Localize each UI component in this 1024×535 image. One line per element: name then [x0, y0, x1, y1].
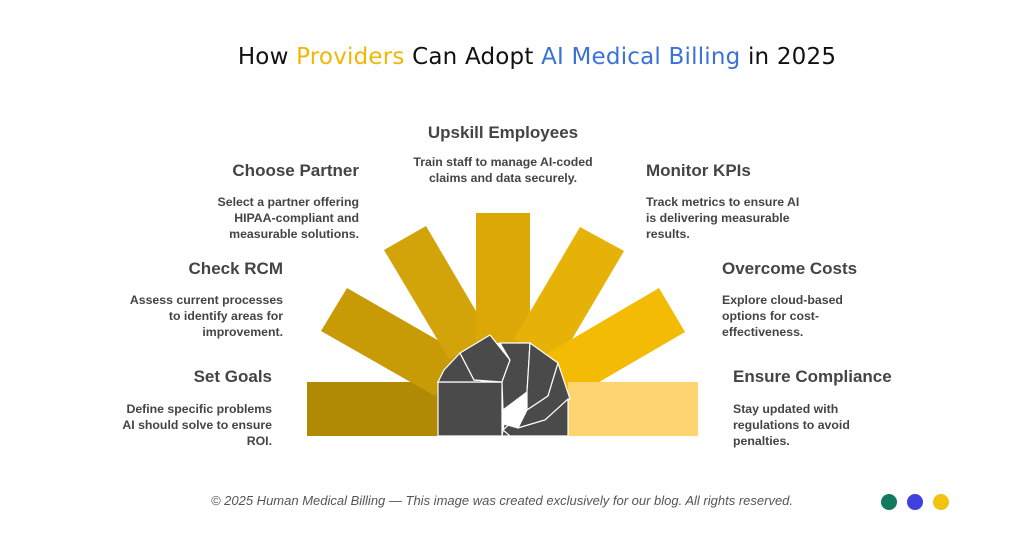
step-title-monitor-kpis: Monitor KPIs [646, 161, 751, 180]
title-highlight-ai-medical-billing: AI Medical Billing [541, 44, 741, 70]
bar-upskill-employees [476, 213, 530, 343]
copyright-footer: © 2025 Human Medical Billing — This imag… [210, 493, 794, 508]
step-title-upskill-employees: Upskill Employees [427, 123, 579, 142]
bar-overcome-costs [545, 288, 685, 399]
step-description-overcome-costs: Explore cloud-based options for cost-eff… [722, 293, 843, 339]
step-title-ensure-compliance: Ensure Compliance [733, 367, 892, 386]
page-title: How Providers Can Adopt AI Medical Billi… [0, 44, 1024, 70]
step-title-overcome-costs: Overcome Costs [722, 259, 858, 278]
step-description-monitor-kpis: Track metrics to ensure AI is delivering… [646, 195, 800, 241]
title-part-1: How [237, 44, 297, 70]
brand-dot-green [881, 494, 897, 510]
step-title-set-goals: Set Goals [193, 367, 272, 386]
bar-choose-partner [384, 226, 490, 359]
step-description-ensure-compliance: Stay updated with regulations to avoid p… [733, 402, 850, 448]
bar-set-goals [307, 382, 438, 436]
step-description-set-goals: Define specific problems AI should solve… [122, 402, 272, 448]
bar-check-rcm [321, 288, 460, 396]
title-highlight-providers: Providers [296, 44, 405, 70]
fan-spiral-line [501, 409, 518, 437]
step-title-check-rcm: Check RCM [188, 259, 283, 278]
bar-ensure-compliance [568, 382, 698, 436]
step-description-choose-partner: Select a partner offering HIPAA-complian… [217, 195, 359, 241]
fan-segment-choose-partner [459, 334, 511, 383]
fan-segment-set-goals [437, 381, 503, 437]
step-title-choose-partner: Choose Partner [232, 161, 359, 180]
brand-dot-yellow [933, 494, 949, 510]
bar-monitor-kpis [514, 227, 624, 363]
fan-segment-ensure-compliance [501, 397, 569, 437]
step-description-check-rcm: Assess current processes to identify are… [129, 293, 283, 339]
title-part-2: Can Adopt [404, 44, 542, 70]
brand-dot-blue [907, 494, 923, 510]
step-description-upskill-employees: Train staff to manage AI-coded claims an… [413, 155, 593, 185]
title-part-3: in 2025 [740, 44, 837, 70]
